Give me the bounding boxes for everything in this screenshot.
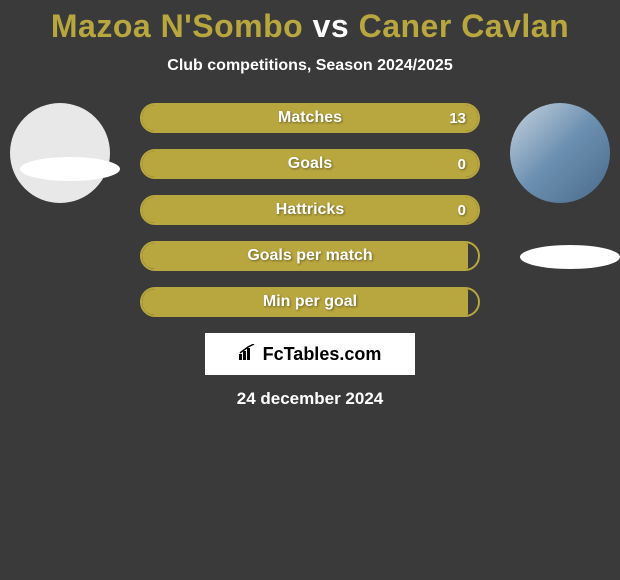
stat-bar-goals-per-match: Goals per match [140,241,480,271]
stat-value-right: 13 [449,105,466,131]
stat-label: Min per goal [142,289,478,315]
player2-name: Caner Cavlan [359,8,570,44]
stat-label: Matches [142,105,478,131]
date-text: 24 december 2024 [0,389,620,409]
stat-label: Goals [142,151,478,177]
infographic-container: Mazoa N'Sombo vs Caner Cavlan Club compe… [0,0,620,409]
vs-text: vs [313,8,350,44]
stats-list: Matches 13 Goals 0 Hattricks 0 Goals per… [140,103,480,317]
comparison-title: Mazoa N'Sombo vs Caner Cavlan [0,8,620,45]
stat-bar-matches: Matches 13 [140,103,480,133]
player1-avatar [10,103,110,203]
stat-bar-hattricks: Hattricks 0 [140,195,480,225]
brand-label: FcTables.com [263,344,382,365]
brand-text: FcTables.com [239,344,382,365]
chart-icon [239,344,259,365]
stat-bar-goals: Goals 0 [140,149,480,179]
stat-value-right: 0 [458,197,466,223]
player2-flag [520,245,620,269]
player1-name: Mazoa N'Sombo [51,8,303,44]
brand-box[interactable]: FcTables.com [205,333,415,375]
player1-flag [20,157,120,181]
stat-value-right: 0 [458,151,466,177]
player2-avatar [510,103,610,203]
stat-label: Goals per match [142,243,478,269]
stat-bar-min-per-goal: Min per goal [140,287,480,317]
stats-area: Matches 13 Goals 0 Hattricks 0 Goals per… [0,103,620,409]
subtitle: Club competitions, Season 2024/2025 [0,57,620,75]
stat-label: Hattricks [142,197,478,223]
